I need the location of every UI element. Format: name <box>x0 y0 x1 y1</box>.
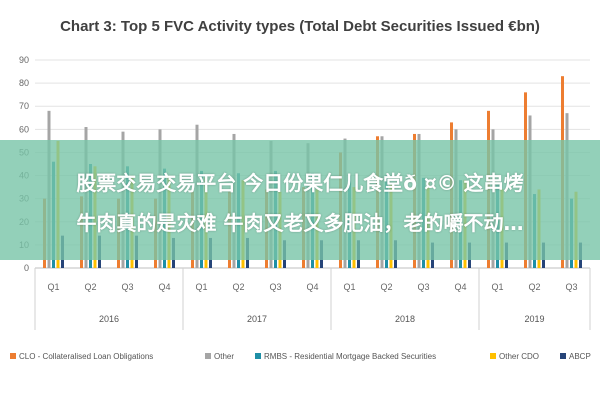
legend-swatch <box>205 353 211 359</box>
y-tick-label: 0 <box>24 263 29 273</box>
x-tick-label: Q3 <box>565 282 577 292</box>
x-tick-label: Q3 <box>417 282 429 292</box>
x-tick-label: Q4 <box>158 282 170 292</box>
y-tick-label: 90 <box>19 55 29 65</box>
legend-swatch <box>10 353 16 359</box>
legend-swatch <box>255 353 261 359</box>
legend-swatch <box>560 353 566 359</box>
x-axis-category-labels: Q1 Q2 Q3 Q4 Q1 Q2 Q3 Q4 Q1 Q2 Q3 Q4 Q1 Q2 Q3 <box>47 282 577 292</box>
chart-title: Chart 3: Top 5 FVC Activity types (Total… <box>60 18 540 35</box>
legend-label: RMBS - Residential Mortgage Backed Secur… <box>264 352 436 361</box>
overlay-text: 股票交易交易平台 今日份果仁儿食堂ð ¤© 这串烤 牛肉真的是灾难 牛肉又老又多… <box>0 163 600 243</box>
x-tick-label: Q4 <box>306 282 318 292</box>
x-tick-label: Q3 <box>121 282 133 292</box>
legend-label: CLO - Collateralised Loan Obligations <box>19 352 153 361</box>
x-tick-label: Q2 <box>84 282 96 292</box>
year-label: 2018 <box>395 314 415 324</box>
x-tick-label: Q1 <box>343 282 355 292</box>
text-overlay-banner <box>0 140 600 260</box>
year-label: 2019 <box>524 314 544 324</box>
x-axis-year-labels: 2016 2017 2018 2019 <box>34 268 591 330</box>
x-tick-label: Q3 <box>269 282 281 292</box>
year-label: 2017 <box>247 314 267 324</box>
legend-swatch <box>490 353 496 359</box>
legend: CLO - Collateralised Loan Obligations Oth… <box>10 352 591 361</box>
legend-label: Other CDO <box>499 352 539 361</box>
x-tick-label: Q1 <box>491 282 503 292</box>
y-tick-label: 60 <box>19 124 29 134</box>
legend-label: ABCP <box>569 352 591 361</box>
overlay-line-1: 股票交易交易平台 今日份果仁儿食堂ð ¤© 这串烤 <box>76 171 524 195</box>
x-tick-label: Q2 <box>380 282 392 292</box>
x-tick-label: Q4 <box>454 282 466 292</box>
x-tick-label: Q1 <box>47 282 59 292</box>
legend-label: Other <box>214 352 234 361</box>
x-tick-label: Q2 <box>528 282 540 292</box>
x-tick-label: Q1 <box>195 282 207 292</box>
y-tick-label: 70 <box>19 101 29 111</box>
x-tick-label: Q2 <box>232 282 244 292</box>
y-tick-label: 80 <box>19 78 29 88</box>
overlay-line-2: 牛肉真的是灾难 牛肉又老又多肥油，老的嚼不动… <box>76 211 524 235</box>
year-label: 2016 <box>99 314 119 324</box>
